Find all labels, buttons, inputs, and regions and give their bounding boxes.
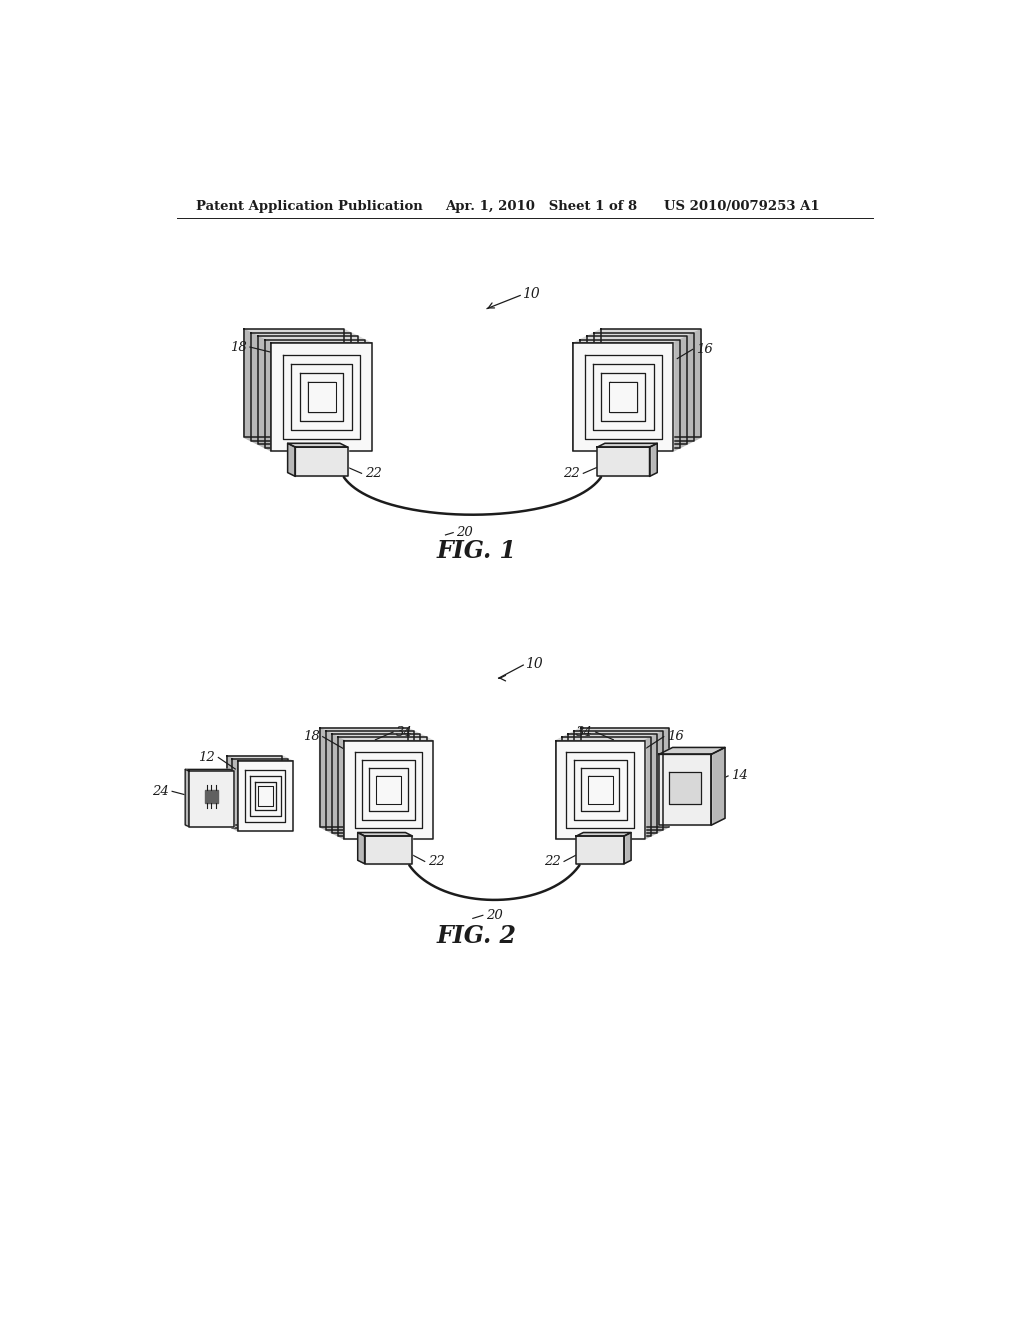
Polygon shape <box>205 789 218 803</box>
Polygon shape <box>319 729 415 731</box>
Polygon shape <box>658 747 725 755</box>
Polygon shape <box>587 333 694 337</box>
Polygon shape <box>326 731 421 734</box>
Polygon shape <box>244 330 351 333</box>
Text: 18: 18 <box>230 341 247 354</box>
Polygon shape <box>295 447 348 477</box>
Polygon shape <box>338 738 344 840</box>
Text: 22: 22 <box>428 855 444 869</box>
Polygon shape <box>663 729 669 830</box>
Polygon shape <box>288 444 348 447</box>
Polygon shape <box>271 343 372 451</box>
Text: 18: 18 <box>303 730 319 743</box>
Polygon shape <box>650 734 656 836</box>
Polygon shape <box>338 738 433 741</box>
Text: 12: 12 <box>199 751 215 764</box>
Polygon shape <box>644 738 650 840</box>
Text: 22: 22 <box>544 855 561 869</box>
Text: 34: 34 <box>575 726 593 739</box>
Polygon shape <box>376 776 401 804</box>
Polygon shape <box>581 337 687 339</box>
Polygon shape <box>232 759 238 830</box>
Polygon shape <box>232 759 293 762</box>
Polygon shape <box>326 731 332 833</box>
Polygon shape <box>258 337 264 447</box>
Text: 20: 20 <box>457 527 473 539</box>
Polygon shape <box>556 738 650 741</box>
Polygon shape <box>625 833 631 863</box>
Polygon shape <box>185 770 189 826</box>
Text: 34: 34 <box>396 726 413 739</box>
Polygon shape <box>597 447 649 477</box>
Polygon shape <box>562 734 656 738</box>
Text: US 2010/0079253 A1: US 2010/0079253 A1 <box>665 199 820 213</box>
Text: 22: 22 <box>563 467 581 480</box>
Polygon shape <box>226 756 288 759</box>
Polygon shape <box>577 836 625 863</box>
Polygon shape <box>238 762 293 830</box>
Polygon shape <box>251 333 258 444</box>
Text: 20: 20 <box>486 908 503 921</box>
Polygon shape <box>344 741 433 840</box>
Polygon shape <box>264 339 372 343</box>
Polygon shape <box>680 337 687 447</box>
Polygon shape <box>573 339 680 343</box>
Text: 16: 16 <box>695 343 713 356</box>
Text: 24: 24 <box>153 785 169 797</box>
Polygon shape <box>670 772 700 804</box>
Text: 16: 16 <box>667 730 684 743</box>
Polygon shape <box>288 444 295 477</box>
Polygon shape <box>573 343 674 451</box>
Polygon shape <box>687 333 694 444</box>
Text: Apr. 1, 2010   Sheet 1 of 8: Apr. 1, 2010 Sheet 1 of 8 <box>444 199 637 213</box>
Polygon shape <box>711 747 725 825</box>
Polygon shape <box>594 330 701 333</box>
Polygon shape <box>185 770 230 825</box>
Polygon shape <box>357 833 413 836</box>
Polygon shape <box>609 381 637 412</box>
Polygon shape <box>556 741 644 840</box>
Polygon shape <box>226 756 232 828</box>
Polygon shape <box>597 444 657 447</box>
Polygon shape <box>185 770 233 771</box>
Polygon shape <box>365 836 413 863</box>
Polygon shape <box>656 731 663 833</box>
Polygon shape <box>357 833 365 863</box>
Polygon shape <box>588 776 612 804</box>
Polygon shape <box>258 337 365 339</box>
Text: 14: 14 <box>731 770 748 783</box>
Polygon shape <box>694 330 701 441</box>
Text: 10: 10 <box>521 286 540 301</box>
Polygon shape <box>332 734 427 738</box>
Text: FIG. 2: FIG. 2 <box>437 924 517 948</box>
Polygon shape <box>658 755 711 825</box>
Text: FIG. 1: FIG. 1 <box>437 539 517 564</box>
Text: 10: 10 <box>524 656 543 671</box>
Text: Patent Application Publication: Patent Application Publication <box>196 199 423 213</box>
Polygon shape <box>577 833 631 836</box>
Polygon shape <box>307 381 336 412</box>
Polygon shape <box>649 444 657 477</box>
Polygon shape <box>258 787 273 805</box>
Polygon shape <box>574 729 669 731</box>
Text: 22: 22 <box>365 467 381 480</box>
Polygon shape <box>189 771 233 826</box>
Polygon shape <box>332 734 338 836</box>
Polygon shape <box>674 339 680 451</box>
Polygon shape <box>264 339 271 451</box>
Polygon shape <box>251 333 357 337</box>
Polygon shape <box>244 330 251 441</box>
Polygon shape <box>319 729 326 830</box>
Polygon shape <box>568 731 663 734</box>
